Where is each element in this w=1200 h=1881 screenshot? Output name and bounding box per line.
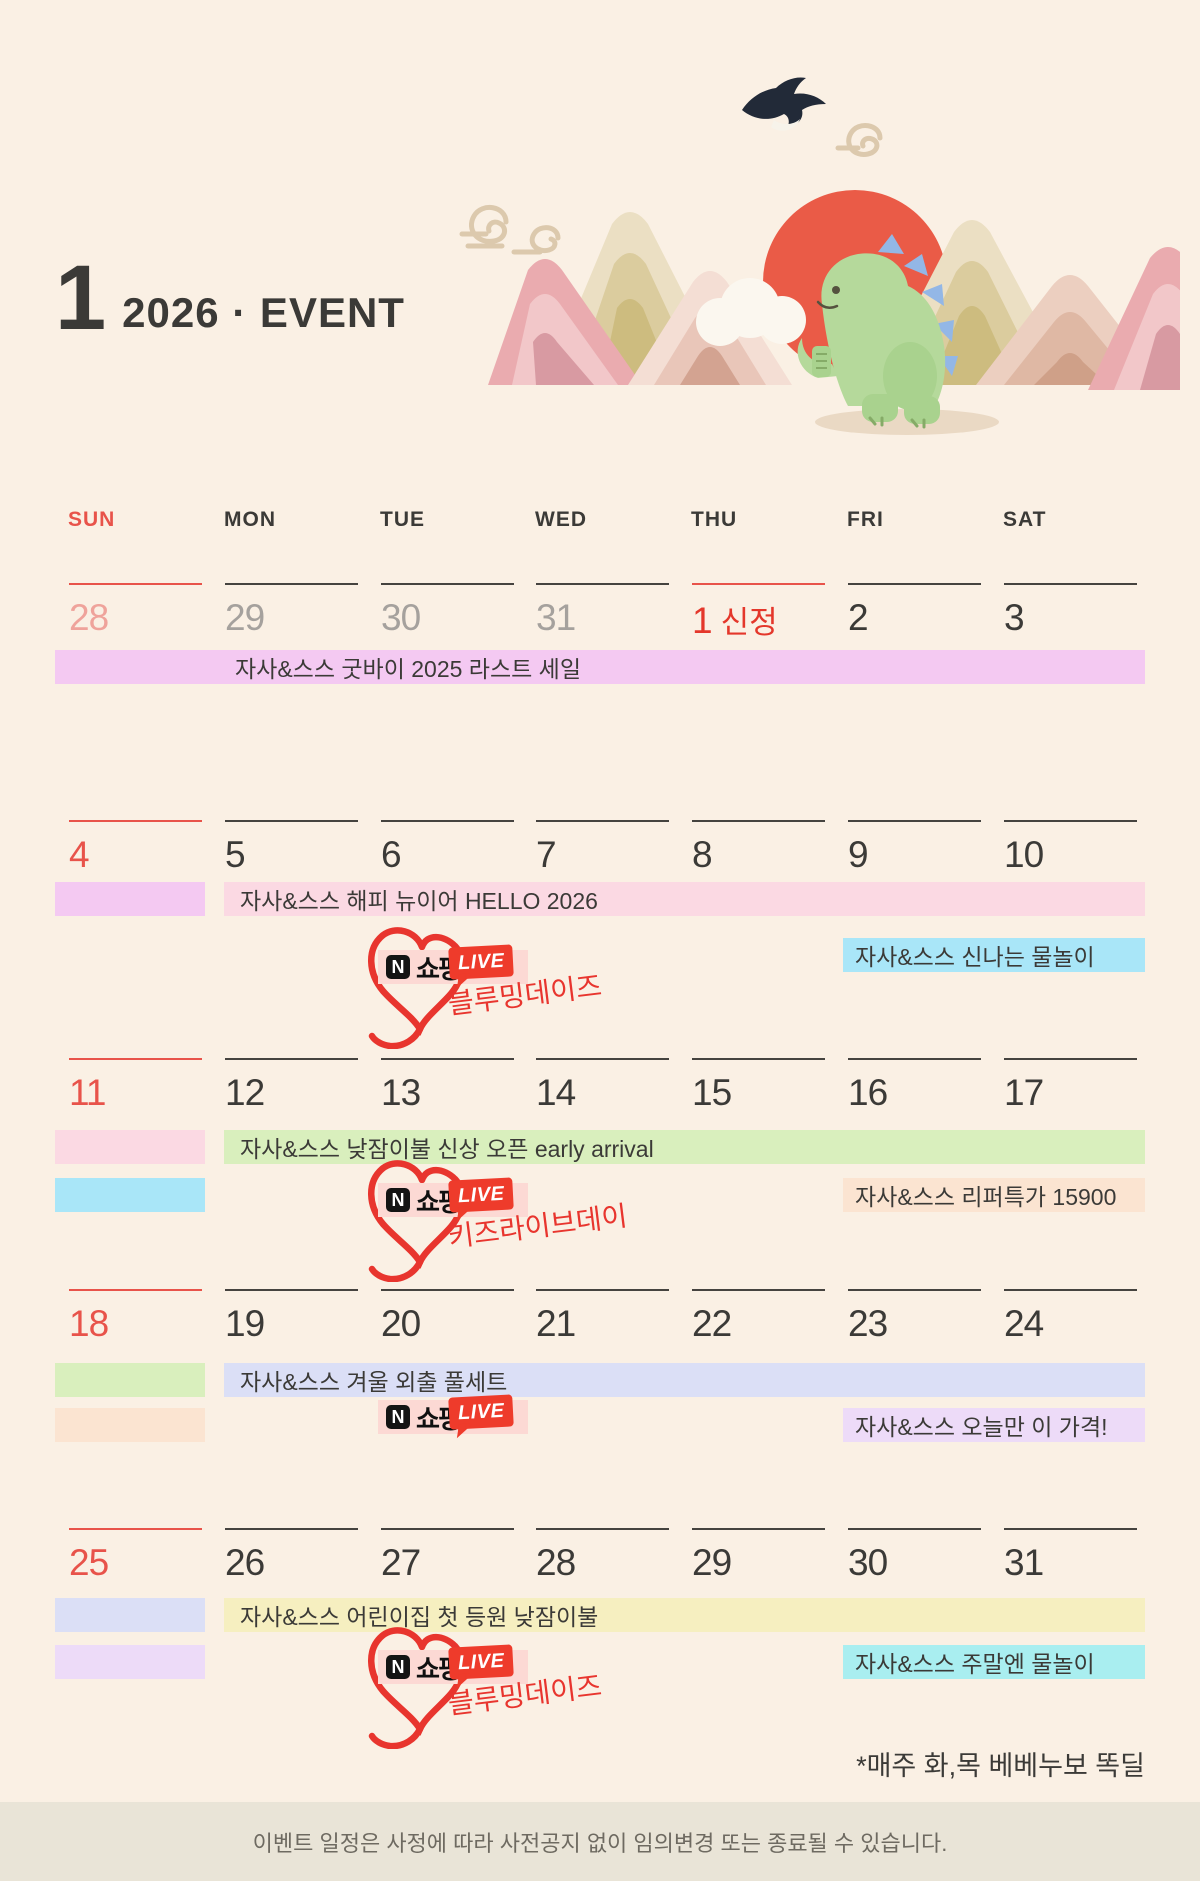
day-cell: 7	[536, 820, 669, 876]
event-bar-carryover	[55, 1363, 205, 1397]
day-cell: 18	[69, 1289, 202, 1345]
day-cell: 26	[225, 1528, 358, 1584]
heart-icon	[368, 1160, 466, 1282]
day-header-fri: FRI	[847, 508, 884, 531]
day-header-tue: TUE	[380, 508, 425, 531]
day-cell: 31	[536, 583, 669, 639]
event-bar: 자사&스스 낮잠이불 신상 오픈 early arrival	[224, 1130, 1145, 1164]
day-cell: 16	[848, 1058, 981, 1114]
day-cell: 5	[225, 820, 358, 876]
day-cell: 30	[381, 583, 514, 639]
day-header-mon: MON	[224, 508, 276, 531]
event-bar-carryover	[55, 1408, 205, 1442]
event-bar-carryover	[55, 1645, 205, 1679]
wind-swirl-icon	[459, 205, 561, 255]
day-cell: 14	[536, 1058, 669, 1114]
weekly-deal-footnote: *매주 화,목 베베누보 똑딜	[856, 1751, 1145, 1781]
day-cell: 29	[225, 583, 358, 639]
event-bar: 자사&스스 주말엔 물놀이	[843, 1645, 1145, 1679]
n-logo-icon: N	[386, 1188, 410, 1212]
day-cell: 20	[381, 1289, 514, 1345]
nshopping-live-logo: N 쇼핑 LIVE 블루밍데이즈	[342, 1623, 612, 1763]
day-cell: 28	[536, 1528, 669, 1584]
day-cell-holiday: 1 신정	[692, 583, 825, 642]
live-badge: LIVE	[448, 1177, 515, 1213]
live-badge: LIVE	[448, 1644, 515, 1680]
n-logo-icon: N	[386, 955, 410, 979]
n-logo-icon: N	[386, 1405, 410, 1429]
day-cell: 24	[1004, 1289, 1137, 1345]
day-cell: 31	[1004, 1528, 1137, 1584]
nshopping-live-logo: N 쇼핑 LIVE	[342, 1373, 612, 1513]
event-bar: 자사&스스 리퍼특가 15900	[843, 1178, 1145, 1212]
day-cell: 21	[536, 1289, 669, 1345]
day-cell: 28	[69, 583, 202, 639]
day-header-sat: SAT	[1003, 508, 1047, 531]
day-cell: 23	[848, 1289, 981, 1345]
day-cell: 4	[69, 820, 202, 876]
event-bar-carryover	[55, 882, 205, 916]
day-cell: 6	[381, 820, 514, 876]
event-bar: 자사&스스 신나는 물놀이	[843, 938, 1145, 972]
holiday-label: 신정	[720, 605, 778, 640]
cloud-shape	[696, 278, 806, 346]
page-title: 1 2026 · EVENT	[55, 247, 405, 349]
nshopping-live-logo: N 쇼핑 LIVE 블루밍데이즈	[342, 923, 612, 1063]
nshopping-live-logo: N 쇼핑 LIVE 키즈라이브데이	[342, 1156, 629, 1296]
new-year-illustration	[459, 77, 1180, 435]
event-bar-carryover	[55, 1178, 205, 1212]
day-cell: 8	[692, 820, 825, 876]
day-cell: 30	[848, 1528, 981, 1584]
event-bar: 자사&스스 겨울 외출 풀세트	[224, 1363, 1145, 1397]
day-cell: 22	[692, 1289, 825, 1345]
day-cell: 11	[69, 1058, 202, 1114]
event-bar: 자사&스스 오늘만 이 가격!	[843, 1408, 1145, 1442]
month-number: 1	[55, 247, 107, 349]
heart-icon	[368, 1627, 466, 1749]
mountains-left	[488, 212, 792, 385]
live-badge: LIVE	[448, 944, 515, 980]
day-cell: 25	[69, 1528, 202, 1584]
year-event-label: 2026 · EVENT	[122, 288, 405, 336]
day-header-thu: THU	[691, 508, 738, 531]
day-header-wed: WED	[535, 508, 587, 531]
live-badge: LIVE	[448, 1394, 515, 1430]
day-cell: 19	[225, 1289, 358, 1345]
event-bar: 자사&스스 해피 뉴이어 HELLO 2026	[224, 882, 1145, 916]
heart-icon	[368, 927, 466, 1049]
day-header-sun: SUN	[68, 508, 116, 531]
day-cell: 27	[381, 1528, 514, 1584]
event-bar: 자사&스스 굿바이 2025 라스트 세일	[55, 650, 1145, 684]
day-cell: 3	[1004, 583, 1137, 639]
day-cell: 29	[692, 1528, 825, 1584]
day-cell: 15	[692, 1058, 825, 1114]
event-bar-carryover	[55, 1598, 205, 1632]
footer-notice: 이벤트 일정은 사정에 따라 사전공지 없이 임의변경 또는 종료될 수 있습니…	[0, 1802, 1200, 1881]
day-cell: 10	[1004, 820, 1137, 876]
day-cell: 2	[848, 583, 981, 639]
day-cell: 13	[381, 1058, 514, 1114]
dinosaur-illustration	[797, 234, 999, 435]
wind-swirl-icon	[835, 123, 883, 157]
n-logo-icon: N	[386, 1655, 410, 1679]
day-cell: 9	[848, 820, 981, 876]
day-cell: 17	[1004, 1058, 1137, 1114]
event-bar-carryover	[55, 1130, 205, 1164]
day-cell: 12	[225, 1058, 358, 1114]
bird-icon	[742, 77, 826, 131]
event-bar: 자사&스스 어린이집 첫 등원 낮잠이불	[224, 1598, 1145, 1632]
